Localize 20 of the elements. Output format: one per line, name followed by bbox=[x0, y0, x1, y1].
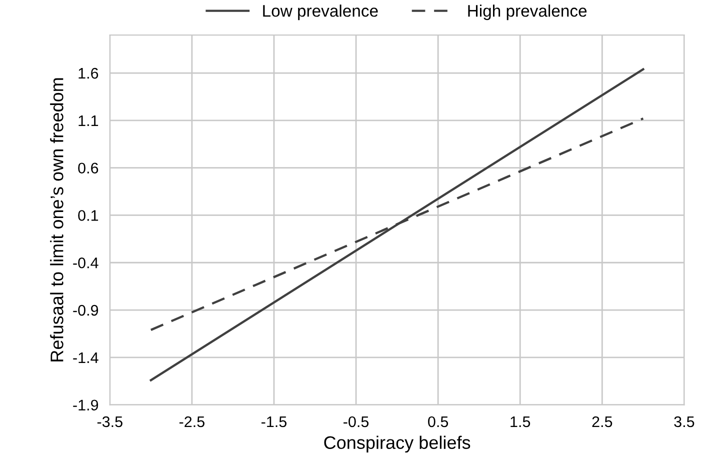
x-tick-label: 2.5 bbox=[592, 416, 612, 428]
x-axis-title: Conspiracy beliefs bbox=[324, 436, 470, 453]
y-tick-label: -1.4 bbox=[73, 352, 98, 363]
x-tick-label: -3.5 bbox=[97, 416, 122, 428]
x-tick-label: 1.5 bbox=[510, 416, 530, 428]
legend-label: Low prevalence bbox=[263, 4, 378, 20]
x-tick-label: 3.5 bbox=[674, 416, 694, 428]
y-tick-label: 0.6 bbox=[78, 162, 98, 174]
y-tick-label: -1.9 bbox=[73, 400, 98, 411]
x-tick-label: -0.5 bbox=[344, 416, 369, 428]
y-tick-label: 1.1 bbox=[78, 115, 98, 126]
x-tick-label: -1.5 bbox=[261, 416, 286, 428]
y-tick-label: -0.9 bbox=[73, 304, 98, 316]
y-tick-label: 1.6 bbox=[78, 68, 98, 79]
y-axis-title: Refusaal to limit one’s own freedom bbox=[50, 78, 64, 362]
y-tick-label: -0.4 bbox=[73, 257, 98, 268]
legend-label: High prevalence bbox=[468, 4, 587, 20]
x-tick-label: -2.5 bbox=[179, 416, 204, 428]
x-tick-label: 0.5 bbox=[428, 416, 448, 428]
y-tick-label: 0.1 bbox=[78, 210, 98, 221]
